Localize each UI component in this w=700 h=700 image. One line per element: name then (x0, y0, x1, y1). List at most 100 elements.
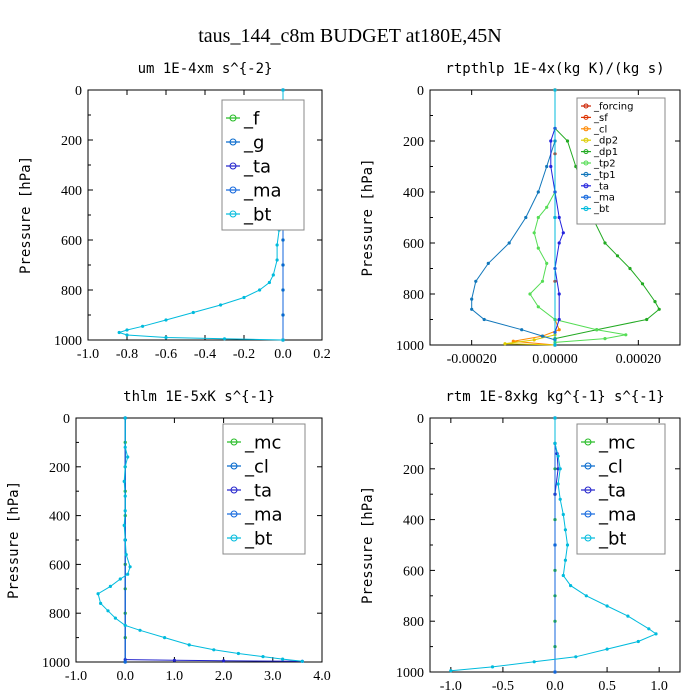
legend-marker-bt (584, 534, 592, 542)
legend-marker-f (229, 114, 237, 122)
legend-marker-bt (230, 534, 238, 542)
legend-marker-ma (584, 510, 592, 518)
x-tick-label: 0.0 (274, 347, 292, 362)
legend-marker-ta (230, 486, 238, 494)
data-point-bt (553, 441, 557, 445)
data-point-bt (258, 288, 262, 292)
legend-marker-tp2 (583, 160, 589, 166)
legend-marker-ta (584, 486, 592, 494)
x-tick-label: 0.00020 (616, 352, 662, 367)
y-tick-label: 1000 (396, 666, 424, 681)
data-point-ta (561, 231, 565, 235)
legend-label-mc: _mc (598, 432, 635, 453)
data-point-bt (123, 445, 127, 449)
legend-label-ma: _ma (593, 193, 615, 204)
data-point-tp1 (507, 241, 511, 245)
data-point-bt (164, 335, 168, 340)
legend-label-cl: _cl (593, 124, 607, 135)
legend-label-mc: _mc (244, 432, 281, 453)
data-point-tp2 (545, 261, 549, 265)
data-point-bt (449, 669, 453, 673)
x-tick-label: -0.8 (116, 347, 138, 362)
data-point-bt (242, 295, 246, 300)
data-point-bt (123, 465, 127, 469)
legend-label-ma: _ma (244, 504, 283, 525)
data-point-bt (574, 655, 578, 659)
data-point-bt (164, 318, 168, 322)
data-point-tp2 (603, 337, 607, 341)
y-tick-label: 200 (403, 463, 424, 478)
data-point-bt (563, 558, 568, 562)
data-point-bt (138, 628, 142, 632)
data-point-bt (636, 639, 640, 644)
y-tick-label: 800 (61, 284, 82, 299)
data-point-tp1 (482, 317, 486, 322)
legend-label-ma: _ma (598, 504, 637, 525)
data-point-tp2 (532, 231, 536, 235)
x-tick-label: -0.6 (155, 347, 177, 362)
legend-label-forcing: _forcing (593, 102, 634, 113)
legend-label-bt: _bt (593, 204, 609, 215)
legend-label-ma: _ma (243, 180, 282, 201)
legend-label-bt: _bt (598, 528, 626, 549)
plot-title: rtpthlp 1E-4x(kg K)/(kg s) (445, 61, 664, 77)
legend-marker-dp2 (583, 137, 589, 143)
data-point-bt (96, 592, 100, 596)
legend: _forcing_sf_cl_dp2_dp1_tp2_tp1_ta_ma_bt (576, 97, 666, 225)
data-point-bt (558, 467, 562, 471)
data-point-bt (124, 553, 128, 557)
data-point-ta (557, 215, 561, 220)
data-point-ta (549, 139, 553, 143)
legend-label-ta: _ta (243, 156, 271, 177)
x-tick-label: 3.0 (264, 669, 282, 684)
data-point-bt (191, 310, 195, 315)
y-tick-label: 1000 (396, 339, 424, 354)
plot-panel-2: rtpthlp 1E-4x(kg K)/(kg s) Pressure [hPa]… (360, 61, 681, 367)
data-point-bt (565, 543, 570, 547)
data-point-bt (605, 604, 609, 608)
plot-title: rtm 1E-8xkg kg^{-1} s^{-1} (445, 389, 664, 405)
y-tick-label: 800 (49, 607, 70, 622)
legend-marker-cl (230, 462, 238, 470)
data-point-tp2 (624, 333, 628, 337)
data-point-bt (561, 573, 565, 578)
data-point-bt (125, 333, 129, 337)
y-tick-label: 600 (403, 237, 424, 252)
y-tick-label: 600 (403, 564, 424, 579)
x-tick-label: 0.00000 (532, 352, 578, 367)
data-point-bt (236, 651, 240, 656)
data-point-dp1 (628, 266, 632, 271)
data-point-tp2 (536, 215, 540, 220)
data-point-ta (222, 659, 226, 663)
data-point-dp1 (645, 317, 649, 322)
x-tick-label: 0.5 (598, 679, 616, 694)
data-point-bt (553, 215, 557, 220)
data-point-bt (123, 509, 127, 513)
data-point-bt (553, 343, 557, 347)
legend-marker-g (229, 138, 237, 146)
series-group (449, 416, 658, 674)
data-point-bt (654, 632, 658, 636)
data-point-bt (556, 482, 560, 486)
data-point-bt (108, 584, 112, 589)
data-point-bt (271, 273, 275, 277)
legend-label-ta: _ta (244, 480, 272, 501)
series-group (96, 416, 304, 664)
data-point-ma (553, 543, 557, 547)
data-point-tp2 (528, 292, 532, 296)
data-point-ta (557, 241, 561, 245)
data-point-cl (511, 339, 515, 343)
data-point-bt (584, 594, 588, 598)
data-point-bt (123, 416, 127, 420)
legend-label-g: _g (243, 132, 264, 153)
legend-marker-mc (584, 438, 592, 446)
legend-label-ta: _ta (598, 480, 626, 501)
y-tick-label: 800 (403, 615, 424, 630)
data-point-tp1 (536, 190, 540, 194)
x-tick-label: -0.5 (492, 679, 514, 694)
data-point-ta (549, 164, 553, 169)
data-point-bt (123, 623, 127, 628)
data-point-bt (126, 572, 130, 576)
y-tick-label: 200 (403, 135, 424, 150)
